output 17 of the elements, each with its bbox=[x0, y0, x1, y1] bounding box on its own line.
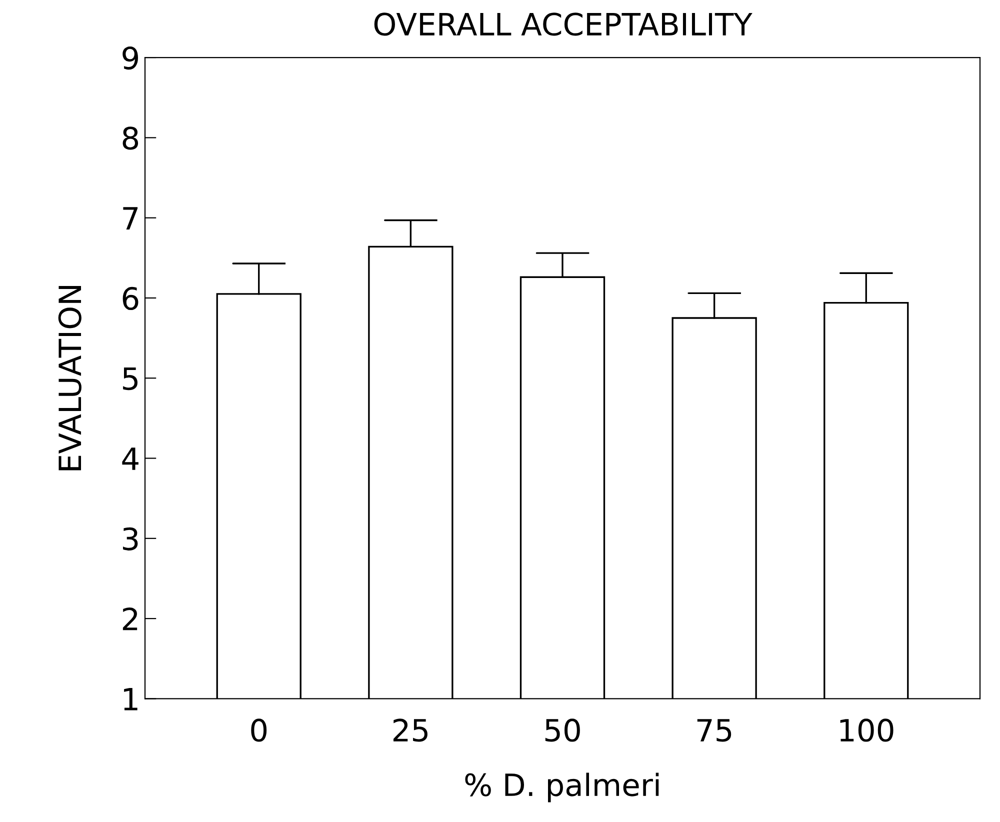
y-tick-label: 2 bbox=[122, 607, 138, 630]
x-tick-label: 0 bbox=[251, 718, 267, 742]
y-axis-title: EVALUATION bbox=[58, 286, 82, 470]
chart-title: OVERALL ACCEPTABILITY bbox=[374, 12, 752, 36]
y-tick-label: 6 bbox=[122, 286, 138, 310]
y-tick-label: 7 bbox=[123, 207, 138, 230]
x-tick-label: 50 bbox=[545, 718, 580, 742]
y-tick-label: 1 bbox=[124, 688, 138, 710]
y-tick-label: 3 bbox=[123, 527, 138, 550]
y-tick-label: 5 bbox=[123, 367, 138, 390]
x-tick-label: 100 bbox=[840, 718, 894, 742]
y-tick-label: 8 bbox=[122, 126, 138, 150]
y-tick-label: 4 bbox=[122, 448, 138, 470]
x-tick-label: 25 bbox=[393, 718, 428, 742]
y-tick-label: 9 bbox=[122, 46, 138, 70]
x-tick-label: 75 bbox=[697, 719, 732, 742]
x-axis-title: % D. palmeri bbox=[465, 772, 659, 802]
